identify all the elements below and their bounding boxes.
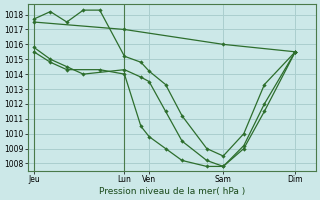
- X-axis label: Pression niveau de la mer( hPa ): Pression niveau de la mer( hPa ): [99, 187, 245, 196]
